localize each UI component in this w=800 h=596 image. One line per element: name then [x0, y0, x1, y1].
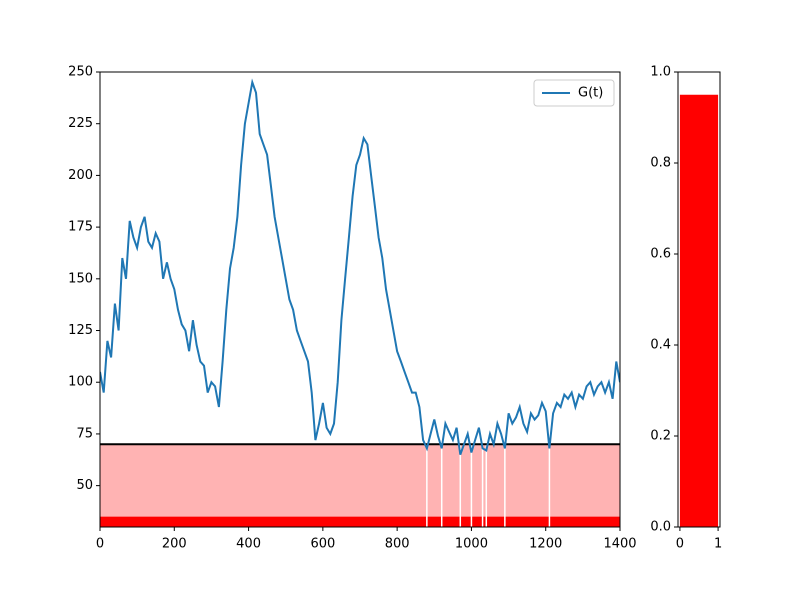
threshold-region [100, 444, 620, 527]
y-tick-label: 0.0 [650, 520, 671, 535]
x-tick-label: 200 [162, 537, 187, 552]
x-tick-label: 600 [310, 537, 335, 552]
y-tick-label: 125 [68, 323, 93, 338]
y-tick-label: 1.0 [650, 65, 671, 80]
y-tick-label: 100 [68, 375, 93, 390]
x-tick-label: 1200 [529, 537, 562, 552]
y-tick-label: 50 [76, 478, 93, 493]
x-tick-label: 400 [236, 537, 261, 552]
series-line [100, 78, 620, 455]
y-tick-label: 200 [68, 168, 93, 183]
x-tick-label: 1400 [603, 537, 636, 552]
x-tick-label: 1 [714, 537, 722, 552]
bar [679, 94, 719, 527]
x-tick-label: 1000 [455, 537, 488, 552]
x-tick-label: 0 [676, 537, 684, 552]
y-tick-label: 250 [68, 65, 93, 80]
y-tick-label: 150 [68, 271, 93, 286]
x-tick-label: 0 [96, 537, 104, 552]
legend-box [533, 79, 615, 107]
x-tick-label: 800 [385, 537, 410, 552]
y-tick-label: 175 [68, 220, 93, 235]
y-tick-label: 0.6 [650, 247, 671, 262]
y-tick-label: 0.8 [650, 156, 671, 171]
y-tick-label: 75 [76, 426, 93, 441]
axes-frame [677, 71, 721, 528]
y-tick-label: 0.4 [650, 338, 671, 353]
y-tick-label: 0.2 [650, 429, 671, 444]
legend-label: G(t) [578, 86, 603, 101]
strip [100, 516, 620, 527]
y-tick-label: 225 [68, 116, 93, 131]
axes-frame [99, 71, 621, 528]
